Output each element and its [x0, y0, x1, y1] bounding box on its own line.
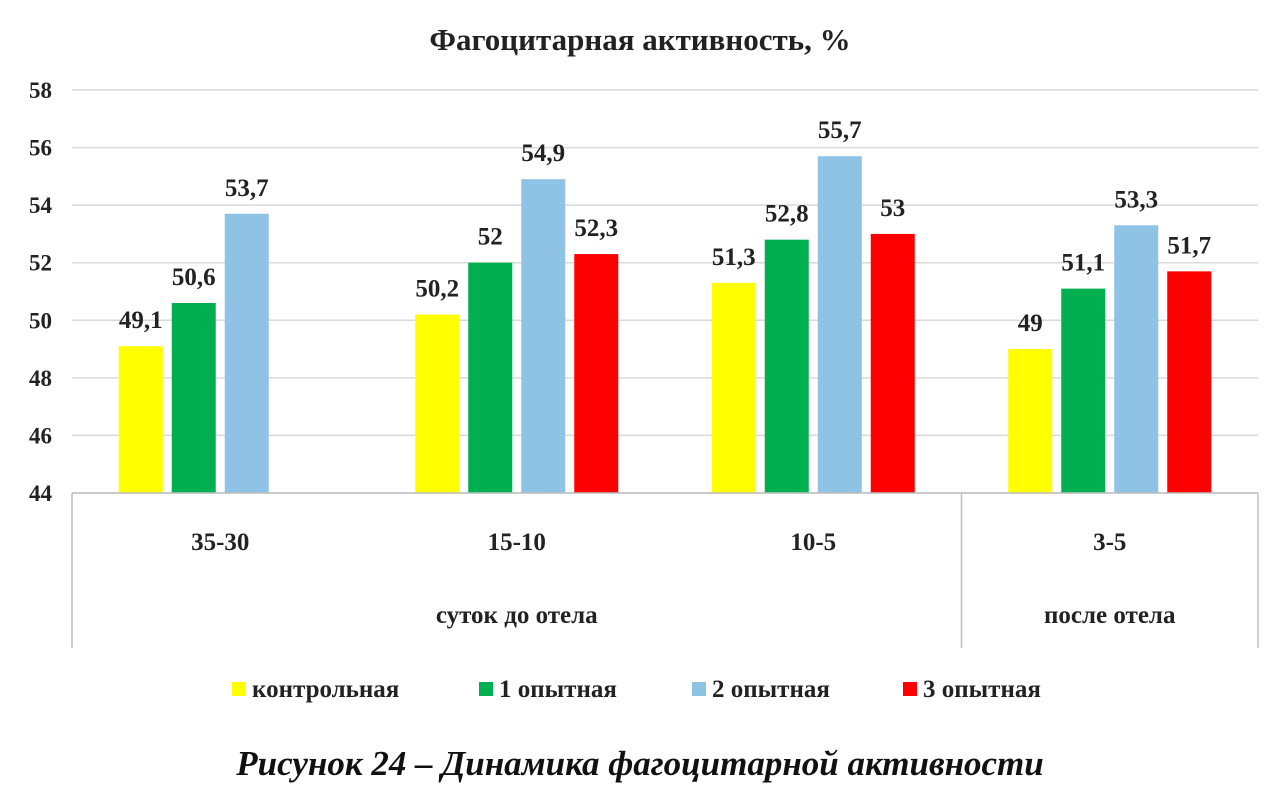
x-group-label: суток до отела	[436, 602, 598, 629]
data-label: 49	[1018, 310, 1043, 337]
y-tick-label: 46	[29, 423, 52, 448]
x-category-label: 3-5	[1093, 529, 1126, 556]
data-label: 49,1	[119, 307, 163, 334]
bar	[1114, 225, 1159, 494]
x-category-label: 10-5	[790, 529, 836, 556]
data-label: 50,2	[415, 276, 459, 303]
x-axis: 35-30 15-10 10-5 3-5 суток до отела после оте…	[71, 492, 1259, 648]
y-tick-label: 48	[29, 366, 52, 391]
gridlines	[72, 89, 1258, 494]
legend-swatch	[692, 682, 706, 696]
data-label: 51,7	[1167, 232, 1211, 259]
bar	[415, 314, 460, 493]
bar	[574, 254, 619, 493]
chart-title: Фагоцитарная активность, %	[429, 22, 850, 57]
bar	[711, 282, 756, 493]
bar	[521, 179, 566, 493]
x-category-label: 35-30	[191, 529, 249, 556]
bar	[171, 303, 216, 493]
data-label: 52,3	[574, 215, 618, 242]
bar	[468, 262, 513, 493]
legend-label: контрольная	[252, 676, 399, 703]
data-label: 52	[478, 224, 503, 251]
data-label: 51,3	[712, 244, 756, 271]
data-label: 55,7	[818, 117, 862, 144]
legend-swatch	[232, 682, 246, 696]
legend: контрольная 1 опытная 2 опытная 3 опытная	[232, 676, 1041, 703]
legend-swatch	[479, 682, 493, 696]
bar	[764, 239, 809, 493]
bar	[817, 156, 862, 493]
y-tick-label: 44	[29, 481, 53, 506]
figure-caption: Рисунок 24 – Динамика фагоцитарной актив…	[235, 744, 1044, 783]
data-label: 53,3	[1114, 186, 1158, 213]
legend-label: 3 опытная	[923, 676, 1041, 703]
y-tick-label: 54	[29, 193, 53, 218]
y-tick-label: 52	[29, 251, 52, 276]
bar	[870, 233, 915, 493]
bar	[1008, 349, 1053, 493]
legend-label: 1 опытная	[499, 676, 617, 703]
data-label: 51,1	[1061, 250, 1105, 277]
data-label: 52,8	[765, 201, 809, 228]
data-label: 50,6	[172, 264, 216, 291]
bar	[224, 213, 269, 493]
data-label: 53,7	[225, 175, 269, 202]
legend-swatch	[903, 682, 917, 696]
y-tick-label: 56	[29, 136, 52, 161]
bar	[1167, 271, 1212, 493]
bar	[118, 346, 163, 493]
data-label: 54,9	[521, 140, 565, 167]
x-category-label: 15-10	[488, 529, 546, 556]
x-group-label: после отела	[1044, 602, 1176, 629]
data-label: 53	[880, 195, 905, 222]
y-axis-ticks: 44 46 48 50 52 54 56 58	[29, 78, 53, 506]
y-tick-label: 50	[29, 308, 52, 333]
data-labels: 49,1 50,6 53,7 50,2 52 54,9 52,3 51,3 52,8 55,7 53…	[119, 117, 1211, 337]
y-tick-label: 58	[29, 78, 52, 103]
legend-label: 2 опытная	[712, 676, 830, 703]
bars	[118, 156, 1212, 494]
bar	[1061, 288, 1106, 493]
